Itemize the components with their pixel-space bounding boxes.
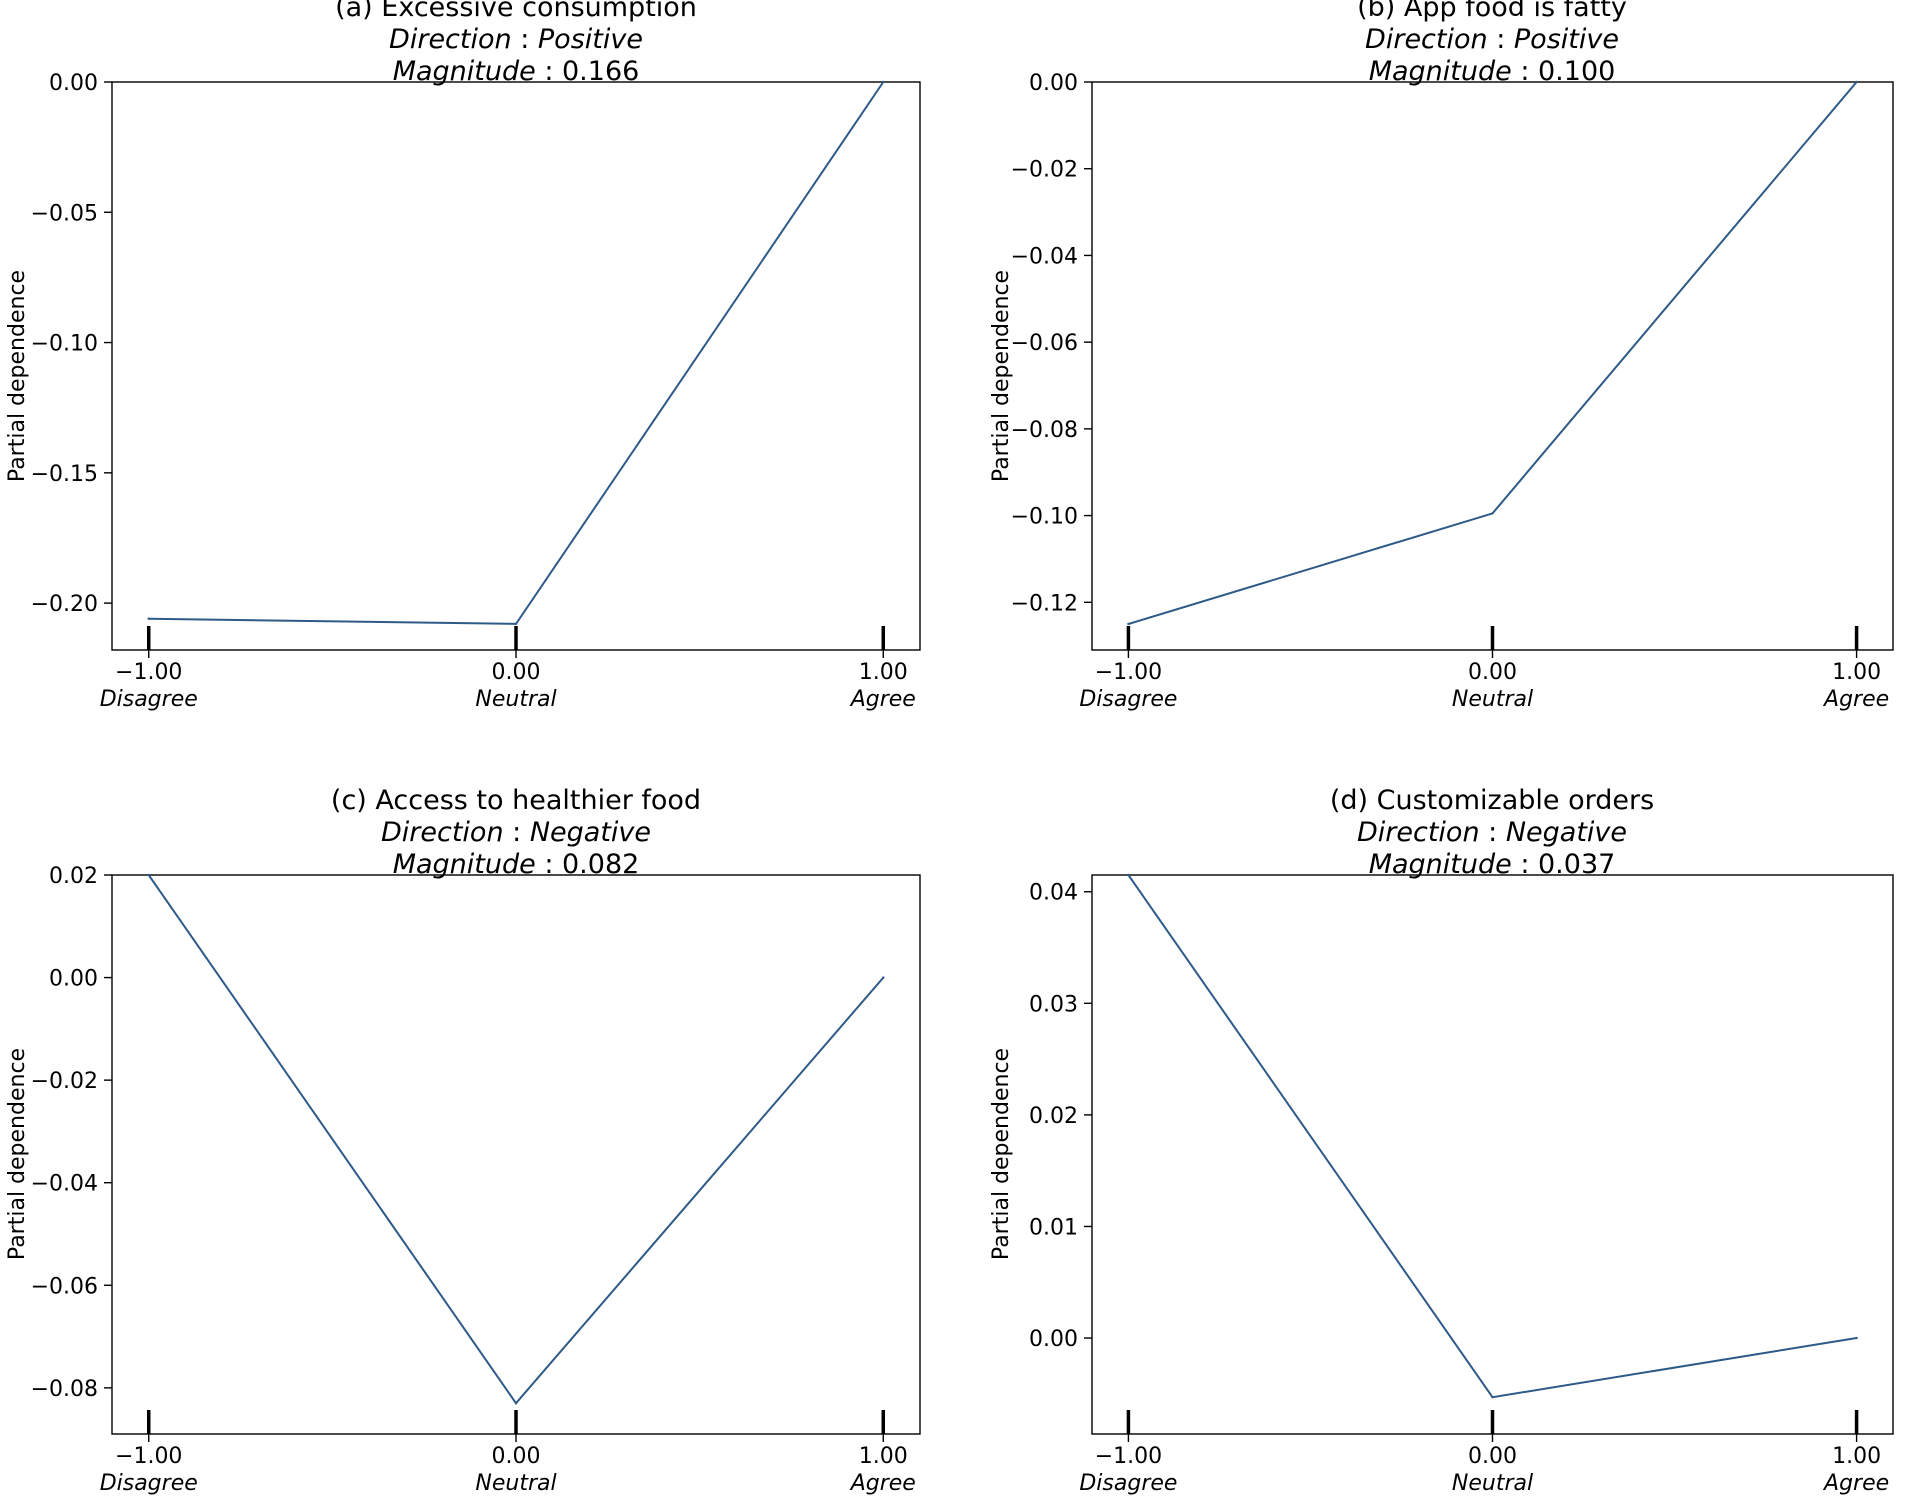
x-tick-label: 1.00 bbox=[1832, 660, 1881, 685]
data-point bbox=[882, 80, 885, 84]
x-category-label: Agree bbox=[1822, 1471, 1889, 1496]
y-tick-label: 0.00 bbox=[1029, 71, 1078, 96]
direction-line: Direction : Positive bbox=[1365, 24, 1619, 55]
partial-dependence-line bbox=[147, 874, 885, 1405]
x-tick-label: −1.00 bbox=[1095, 1444, 1162, 1469]
x-category-label: Neutral bbox=[475, 687, 556, 712]
direction-label: Direction bbox=[381, 817, 504, 848]
direction-value: Negative bbox=[1506, 817, 1627, 848]
x-tick-label: 0.00 bbox=[492, 660, 541, 685]
chart-title: (b) App food is fatty bbox=[1357, 0, 1627, 23]
y-tick-label: −0.02 bbox=[1011, 158, 1078, 183]
y-tick-label: −0.12 bbox=[1011, 591, 1078, 616]
data-point bbox=[147, 617, 150, 620]
y-tick-label: 0.02 bbox=[49, 864, 98, 889]
chart-title: (a) Excessive consumption bbox=[335, 0, 697, 23]
y-axis-label: Partial dependence bbox=[989, 1048, 1014, 1260]
direction-line: Direction : Positive bbox=[389, 24, 643, 55]
data-point bbox=[1127, 622, 1130, 626]
y-tick-label: 0.00 bbox=[49, 71, 98, 96]
x-tick-label: −1.00 bbox=[115, 660, 182, 685]
y-tick-label: −0.15 bbox=[31, 462, 98, 487]
data-point bbox=[882, 976, 885, 979]
x-category-label: Neutral bbox=[1452, 687, 1533, 712]
y-axis-label: Partial dependence bbox=[5, 270, 30, 482]
direction-colon: : bbox=[504, 817, 530, 848]
y-tick-label: 0.00 bbox=[49, 967, 98, 992]
y-tick-label: −0.20 bbox=[31, 592, 98, 617]
data-point bbox=[147, 873, 150, 877]
x-tick-label: 0.00 bbox=[1468, 660, 1517, 685]
y-tick-label: −0.06 bbox=[1011, 331, 1078, 356]
x-category-label: Agree bbox=[849, 687, 916, 712]
y-tick-label: −0.04 bbox=[1011, 244, 1078, 269]
data-point bbox=[514, 622, 518, 626]
direction-label: Direction bbox=[389, 24, 512, 55]
y-axis-label: Partial dependence bbox=[5, 1048, 30, 1260]
y-tick-label: −0.05 bbox=[31, 201, 98, 226]
y-tick-label: 0.02 bbox=[1029, 1104, 1078, 1129]
chart-title: (d) Customizable orders bbox=[1330, 785, 1654, 816]
direction-colon: : bbox=[512, 24, 538, 55]
y-tick-label: −0.02 bbox=[31, 1069, 98, 1094]
y-tick-label: 0.00 bbox=[1029, 1327, 1078, 1352]
partial-dependence-line bbox=[1127, 874, 1857, 1399]
direction-label: Direction bbox=[1357, 817, 1480, 848]
direction-label: Direction bbox=[1365, 24, 1488, 55]
direction-line: Direction : Negative bbox=[381, 817, 651, 848]
x-category-label: Disagree bbox=[100, 687, 198, 712]
y-axis-label: Partial dependence bbox=[989, 270, 1014, 482]
plot-frame bbox=[111, 81, 921, 651]
y-tick-label: −0.04 bbox=[31, 1172, 98, 1197]
data-point bbox=[1855, 80, 1858, 84]
data-point bbox=[1491, 512, 1494, 515]
direction-line: Direction : Negative bbox=[1357, 817, 1627, 848]
data-point bbox=[1491, 1395, 1494, 1399]
x-category-label: Disagree bbox=[1079, 1471, 1177, 1496]
x-category-label: Agree bbox=[1822, 687, 1889, 712]
y-tick-label: −0.10 bbox=[31, 332, 98, 357]
chart-title: (c) Access to healthier food bbox=[331, 785, 701, 816]
x-tick-label: 0.00 bbox=[1468, 1444, 1517, 1469]
y-tick-label: −0.06 bbox=[31, 1274, 98, 1299]
data-point bbox=[1855, 1336, 1858, 1340]
y-tick-label: −0.08 bbox=[31, 1377, 98, 1402]
partial-dependence-line bbox=[148, 81, 885, 625]
x-tick-label: 1.00 bbox=[1832, 1444, 1881, 1469]
direction-value: Negative bbox=[530, 817, 651, 848]
data-point bbox=[1127, 873, 1130, 877]
x-tick-label: 1.00 bbox=[859, 1444, 908, 1469]
x-tick-label: 1.00 bbox=[859, 660, 908, 685]
x-category-label: Disagree bbox=[1079, 687, 1177, 712]
y-tick-label: 0.04 bbox=[1029, 881, 1078, 906]
plot-frame bbox=[111, 874, 921, 1435]
direction-colon: : bbox=[1488, 24, 1514, 55]
direction-colon: : bbox=[1480, 817, 1506, 848]
data-point bbox=[514, 1402, 518, 1405]
plot-frame bbox=[1091, 81, 1894, 651]
partial-dependence-line bbox=[1128, 81, 1858, 625]
y-tick-label: −0.08 bbox=[1011, 418, 1078, 443]
x-category-label: Disagree bbox=[100, 1471, 198, 1496]
x-category-label: Neutral bbox=[475, 1471, 556, 1496]
x-category-label: Agree bbox=[849, 1471, 916, 1496]
y-tick-label: 0.03 bbox=[1029, 992, 1078, 1017]
direction-value: Positive bbox=[538, 24, 643, 55]
y-tick-label: −0.10 bbox=[1011, 505, 1078, 530]
x-tick-label: −1.00 bbox=[1095, 660, 1162, 685]
x-tick-label: −1.00 bbox=[115, 1444, 182, 1469]
y-tick-label: 0.01 bbox=[1029, 1215, 1078, 1240]
plot-frame bbox=[1091, 874, 1894, 1435]
direction-value: Positive bbox=[1514, 24, 1619, 55]
x-category-label: Neutral bbox=[1452, 1471, 1533, 1496]
x-tick-label: 0.00 bbox=[492, 1444, 541, 1469]
